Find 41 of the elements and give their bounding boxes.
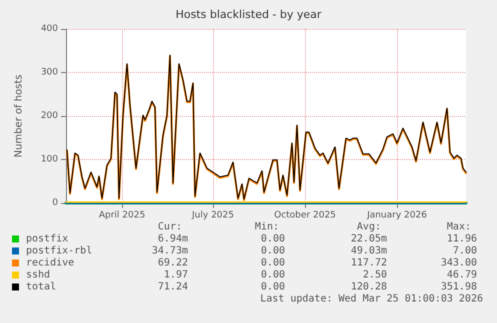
text: 69.22 (158, 258, 188, 268)
legend-label: postfix-rbl (26, 246, 92, 256)
text: 34.73m (152, 246, 188, 256)
text: 2.50 (362, 270, 387, 280)
y-tick-label: 300 (40, 68, 58, 78)
legend-label: sshd (26, 270, 50, 280)
text: 11.96 (446, 234, 477, 244)
x-tick-label: October 2025 (274, 210, 336, 220)
text: 0.00 (260, 270, 285, 280)
text: 0.00 (260, 282, 285, 292)
y-axis-title: Number of hosts (14, 74, 24, 158)
x-tick-label: April 2025 (98, 210, 146, 220)
x-tick-label: January 2026 (366, 210, 428, 220)
text: Min: (254, 222, 279, 232)
text: 0.00 (260, 234, 285, 244)
text: 343.00 (440, 258, 477, 268)
chart-title: Hosts blacklisted - by year (176, 8, 322, 21)
text: 6.94m (158, 234, 188, 244)
text: 0.00 (260, 246, 285, 256)
text: Max: (446, 222, 471, 232)
text: 46.79 (446, 270, 477, 280)
text: 117.72 (350, 258, 387, 268)
text: 0.00 (260, 258, 285, 268)
text: 7.00 (452, 246, 477, 256)
legend-label: total (26, 282, 56, 292)
text: 22.05m (350, 234, 387, 244)
text: 71.24 (158, 282, 188, 292)
legend-label: postfix (26, 234, 68, 244)
y-tick-label: 100 (40, 154, 58, 164)
text: 49.03m (350, 246, 387, 256)
text: Cur: (158, 222, 182, 232)
y-tick-label: 200 (40, 111, 58, 121)
text: 1.97 (164, 270, 188, 280)
text: 351.98 (440, 282, 477, 292)
text: Avg: (356, 222, 381, 232)
text: Last update: Wed Mar 25 01:00:03 2026 (260, 294, 483, 304)
y-tick-label: 0 (52, 198, 58, 208)
legend-label: recidive (26, 258, 74, 268)
y-tick-label: 400 (40, 24, 58, 34)
text: 120.28 (350, 282, 387, 292)
x-tick-label: July 2025 (191, 210, 234, 220)
